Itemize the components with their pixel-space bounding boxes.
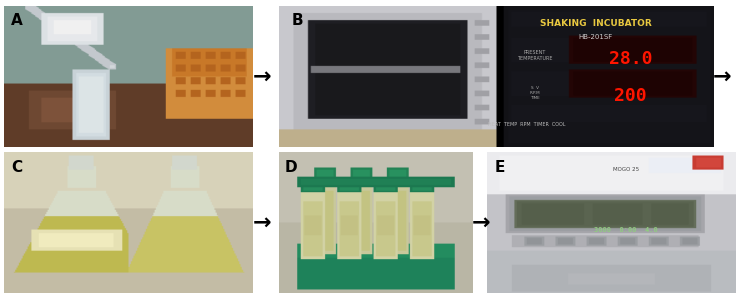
Text: →: → [713,66,732,86]
Text: 3000  0:00  4.0: 3000 0:00 4.0 [594,227,658,233]
Text: →: → [253,66,272,86]
Text: B: B [292,13,303,28]
Text: C: C [11,160,22,175]
Text: D: D [285,160,297,175]
Text: E: E [494,160,504,175]
Text: SHAKING  INCUBATOR: SHAKING INCUBATOR [540,19,652,28]
Text: →: → [253,213,272,233]
Text: MOGO 25: MOGO 25 [613,167,639,172]
Text: 28.0: 28.0 [609,50,652,68]
Text: S  V
R.P.M
TIME: S V R.P.M TIME [530,86,540,100]
Text: →: → [471,213,490,233]
Text: HEAT  TEMP  RPM  TIMER  COOL: HEAT TEMP RPM TIMER COOL [487,121,565,126]
Text: 200: 200 [614,87,647,105]
Text: HB-201SF: HB-201SF [579,34,613,40]
Text: A: A [11,13,23,28]
Text: PRESENT
TEMPERATURE: PRESENT TEMPERATURE [517,50,553,61]
